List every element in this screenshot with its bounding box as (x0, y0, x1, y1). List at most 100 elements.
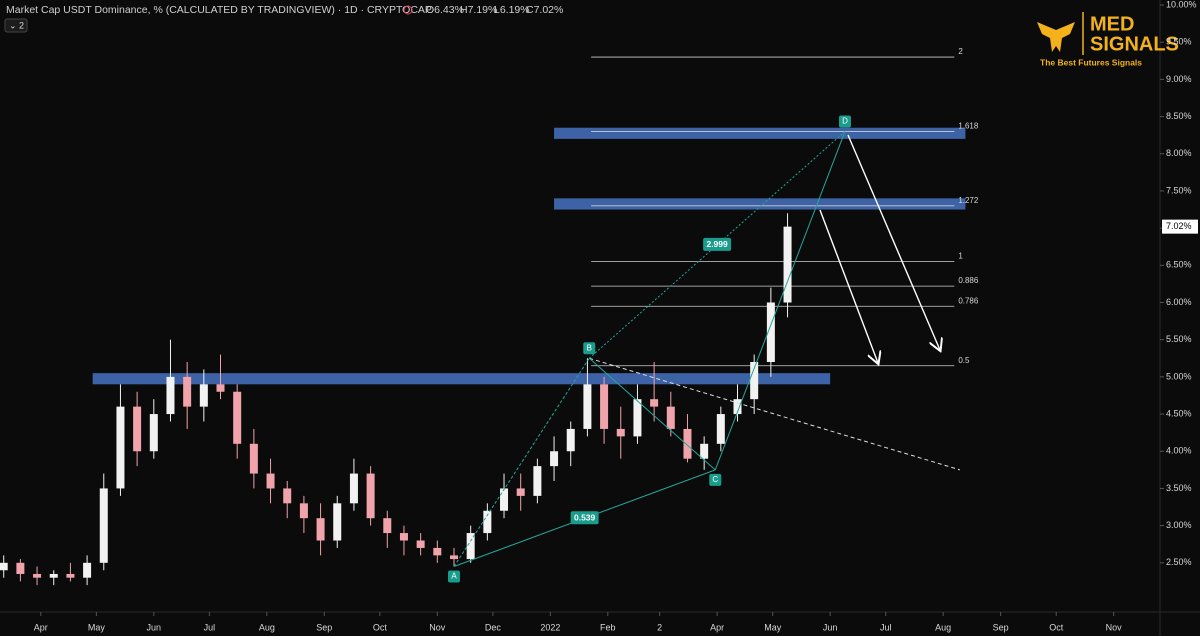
pattern-point-label: C (712, 475, 718, 484)
y-tick-label: 8.50% (1166, 111, 1192, 121)
chart-title: Market Cap USDT Dominance, % (CALCULATED… (6, 4, 432, 16)
candle-body (416, 540, 425, 548)
x-tick-label: Jul (204, 622, 216, 632)
candle-body (16, 562, 25, 574)
x-tick-label: Dec (485, 622, 502, 632)
x-tick-label: Jun (147, 622, 162, 632)
y-tick-label: 9.50% (1166, 37, 1192, 47)
ratio-badge (703, 237, 732, 251)
x-tick-label: Nov (1106, 622, 1123, 632)
candle-body (66, 573, 75, 578)
x-tick-label: Aug (935, 622, 951, 632)
candle-body (449, 555, 458, 560)
ratio-badge (570, 511, 599, 525)
candle-body (600, 384, 609, 429)
y-tick-label: 4.00% (1166, 446, 1192, 456)
ohlc-low: L6.19% (494, 4, 530, 16)
pattern-point-badge (838, 115, 851, 128)
y-tick-label: 9.00% (1166, 74, 1192, 84)
fib-label: 0.5 (958, 356, 970, 365)
y-tick-label: 6.00% (1166, 297, 1192, 307)
projection-arrow (847, 134, 940, 350)
logo-icon (1037, 22, 1075, 52)
ohlc-high: H7.19% (460, 4, 497, 16)
candle-body (133, 406, 142, 452)
x-tick-label: Oct (373, 622, 388, 632)
candle-body (700, 443, 709, 459)
pattern-point-badge (447, 570, 460, 583)
ratio-label: 2.999 (706, 239, 728, 249)
logo-brand-bottom: SIGNALS (1090, 33, 1179, 55)
projection-arrow (819, 209, 878, 363)
y-tick-label: 3.50% (1166, 483, 1192, 493)
pattern-point-badge (709, 473, 722, 486)
x-tick-label: May (88, 622, 106, 632)
candle-body (583, 384, 592, 429)
y-tick-label: 8.00% (1166, 148, 1192, 158)
candle-body (166, 376, 175, 415)
y-tick-label: 10.00% (1166, 0, 1197, 9)
trendline (589, 357, 961, 471)
candle-body (233, 391, 242, 444)
ohlc-open: O6.43% (426, 4, 464, 16)
x-tick-label: Aug (259, 622, 275, 632)
ratio-label: 0.539 (574, 512, 596, 522)
candle-body (633, 399, 642, 437)
candle-body (483, 510, 492, 534)
candle-body (249, 443, 258, 474)
candle-body (183, 376, 192, 407)
candle-body (750, 362, 759, 400)
x-tick-label: May (764, 622, 782, 632)
candle-body (116, 406, 125, 489)
last-price-tag (1162, 219, 1198, 234)
x-tick-label: Feb (600, 622, 616, 632)
fib-label: 1.618 (958, 122, 979, 131)
indicator-toggle[interactable] (4, 18, 28, 33)
fib-label: 2 (958, 47, 963, 56)
pattern-line (588, 357, 716, 471)
x-tick-label: Nov (429, 622, 446, 632)
logo-brand-top: MED (1090, 13, 1134, 35)
x-tick-label: Sep (316, 622, 332, 632)
candle-body (99, 488, 108, 563)
candle-body (466, 533, 475, 560)
x-tick-label: Oct (1049, 622, 1064, 632)
candle-body (83, 562, 92, 578)
candle-body (566, 428, 575, 452)
pattern-line (588, 131, 846, 359)
pattern-point-label: D (842, 117, 848, 126)
candle-body (616, 428, 625, 437)
candle-body (550, 451, 559, 467)
candle-body (766, 302, 775, 362)
pattern-point-badge (583, 342, 596, 355)
candle-body (316, 518, 325, 541)
candle-body (366, 473, 375, 519)
candle-body (299, 503, 308, 519)
last-price-label: 7.02% (1166, 221, 1192, 231)
candle-body (716, 414, 725, 444)
logo-tagline: The Best Futures Signals (1040, 57, 1142, 67)
x-tick-label: Jul (880, 622, 892, 632)
candle-body (650, 399, 659, 407)
candle-body (733, 399, 742, 415)
candle-body (216, 384, 225, 392)
candle-body (433, 547, 442, 556)
y-tick-label: 3.00% (1166, 520, 1192, 530)
candle-body (33, 573, 42, 578)
candle-body (266, 473, 275, 489)
candle-body (683, 428, 692, 459)
candle-body (500, 488, 509, 511)
fib-label: 1 (958, 252, 963, 261)
candle-body (349, 473, 358, 504)
x-tick-label: Apr (710, 622, 724, 632)
plot-area: 2 1.618 1.272 1 0.886 0.786 0.5 0.539 2.999 A B C D (0, 47, 979, 586)
y-tick-label: 6.50% (1166, 260, 1192, 270)
resistance-zone (554, 127, 966, 139)
pattern-point-label: A (451, 572, 457, 581)
resistance-zone (92, 373, 831, 385)
candle-body (283, 488, 292, 504)
indicator-count[interactable]: ⌄ 2 (9, 20, 24, 30)
